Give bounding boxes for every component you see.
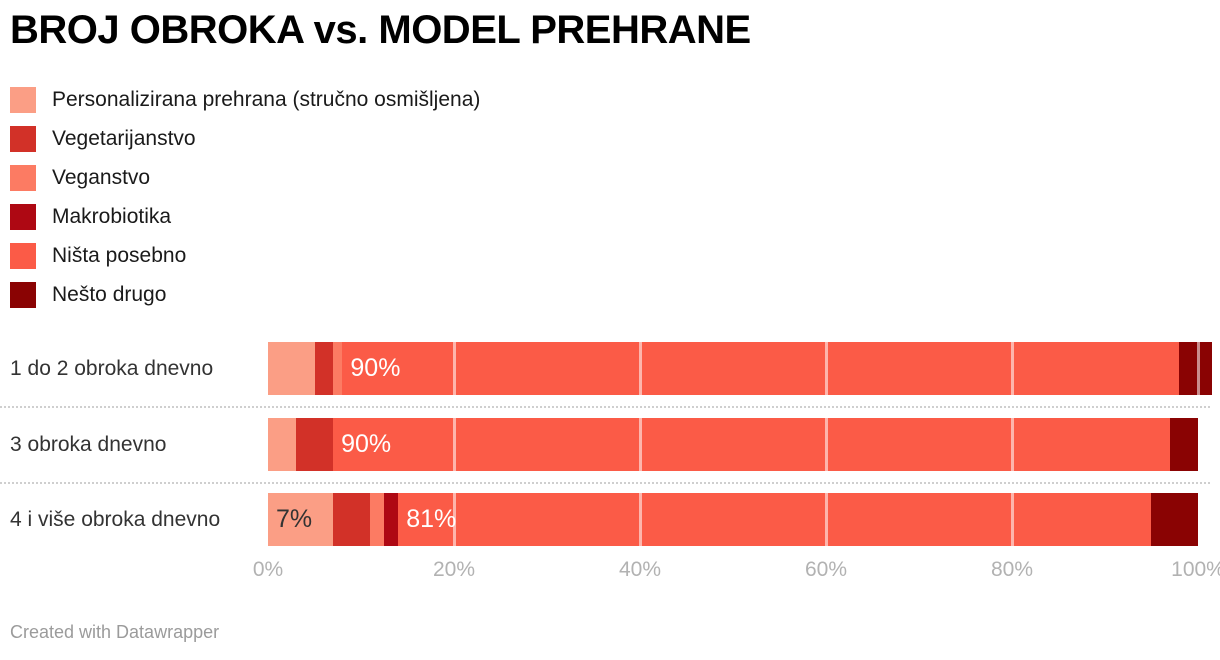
row-label: 3 obroka dnevno bbox=[10, 433, 167, 456]
bar-segment bbox=[314, 342, 334, 395]
legend: Personalizirana prehrana (stručno osmišl… bbox=[10, 87, 480, 321]
bar-row: 90% bbox=[268, 342, 1212, 395]
bar-segment bbox=[268, 493, 334, 546]
legend-swatch-icon bbox=[10, 243, 36, 269]
x-axis-tick-label: 100% bbox=[1171, 558, 1220, 581]
bar-segment bbox=[1151, 493, 1198, 546]
footer: Created with Datawrapper bbox=[10, 622, 219, 643]
bar-segment bbox=[342, 342, 1180, 395]
bar-segment bbox=[1179, 342, 1212, 395]
x-axis-tick-label: 40% bbox=[618, 558, 662, 581]
legend-swatch-icon bbox=[10, 282, 36, 308]
row-label: 1 do 2 obroka dnevno bbox=[10, 357, 214, 380]
bar-segment bbox=[1170, 418, 1198, 471]
legend-label: Personalizirana prehrana (stručno osmišl… bbox=[52, 88, 481, 111]
chart-title: BROJ OBROKA vs. MODEL PREHRANE bbox=[10, 8, 751, 52]
legend-label: Makrobiotika bbox=[52, 205, 172, 228]
datawrapper-credit-link[interactable]: Created with Datawrapper bbox=[10, 622, 220, 642]
bar-segment bbox=[295, 418, 334, 471]
legend-swatch-icon bbox=[10, 204, 36, 230]
legend-item: Personalizirana prehrana (stručno osmišl… bbox=[10, 87, 480, 113]
x-axis: 0% 20% 40% 60% 80% 100% bbox=[0, 558, 1220, 584]
bar-segment bbox=[398, 493, 1152, 546]
bar-segment bbox=[333, 418, 1171, 471]
legend-label: Ništa posebno bbox=[52, 244, 187, 267]
legend-item: Nešto drugo bbox=[10, 282, 480, 308]
bar-segment bbox=[268, 418, 296, 471]
legend-item: Makrobiotika bbox=[10, 204, 480, 230]
bar-row: 7% 81% bbox=[268, 493, 1198, 546]
x-axis-tick-label: 60% bbox=[804, 558, 848, 581]
legend-item: Veganstvo bbox=[10, 165, 480, 191]
bar-segment bbox=[268, 342, 315, 395]
legend-swatch-icon bbox=[10, 165, 36, 191]
bar-segment bbox=[333, 342, 343, 395]
x-axis-tick-label: 80% bbox=[990, 558, 1034, 581]
legend-swatch-icon bbox=[10, 126, 36, 152]
x-axis-tick-label: 20% bbox=[432, 558, 476, 581]
bar-row: 90% bbox=[268, 418, 1198, 471]
row-label: 4 i više obroka dnevno bbox=[10, 508, 221, 531]
legend-swatch-icon bbox=[10, 87, 36, 113]
x-axis-tick-label: 0% bbox=[252, 558, 284, 581]
bar-segment bbox=[384, 493, 399, 546]
legend-label: Vegetarijanstvo bbox=[52, 127, 196, 150]
legend-label: Nešto drugo bbox=[52, 283, 167, 306]
row-separator bbox=[0, 482, 1210, 484]
row-separator bbox=[0, 406, 1210, 408]
legend-item: Vegetarijanstvo bbox=[10, 126, 480, 152]
bar-segment bbox=[333, 493, 371, 546]
legend-item: Ništa posebno bbox=[10, 243, 480, 269]
bar-segment bbox=[370, 493, 385, 546]
legend-label: Veganstvo bbox=[52, 166, 151, 189]
